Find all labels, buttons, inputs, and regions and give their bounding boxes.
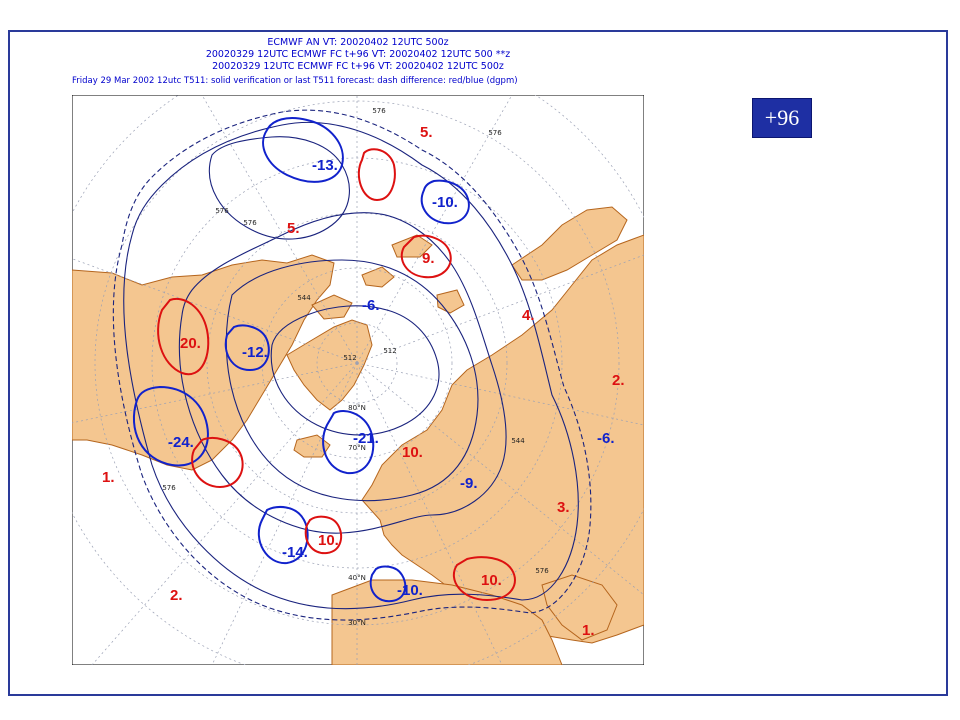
contour-mid <box>225 259 479 502</box>
difference-label: 3. <box>557 499 570 516</box>
isoline-label: 544 <box>297 294 311 302</box>
difference-label: 2. <box>612 372 625 389</box>
difference-label: 1. <box>582 622 595 639</box>
land-greenland <box>286 319 373 411</box>
latitude-labels: 30°N 40°N 70°N 80°N <box>348 404 366 627</box>
difference-label: -6. <box>597 430 615 447</box>
isoline-label: 576 <box>215 207 229 215</box>
difference-label: -9. <box>460 475 478 492</box>
header-line-4: Friday 29 Mar 2002 12utc T511: solid ver… <box>72 76 518 86</box>
negative-difference-contours <box>132 117 470 603</box>
height-contours <box>112 109 592 621</box>
header-line-3: 20020329 12UTC ECMWF FC t+96 VT: 2002040… <box>212 61 504 72</box>
difference-label: 10. <box>318 532 339 549</box>
polar-map: 120°W100°W80°W60°W120°E100°E80°E60°E40°W… <box>72 95 644 665</box>
isoline-label: 512 <box>383 347 396 355</box>
difference-label: 9. <box>422 250 435 267</box>
latitude-label: 30°N <box>348 619 366 627</box>
header-line-2: 20020329 12UTC ECMWF FC t+96 VT: 2002040… <box>205 49 511 60</box>
difference-label: 1. <box>102 469 115 486</box>
difference-label: 5. <box>420 124 433 141</box>
land-iceland <box>293 434 331 458</box>
isoline-label: 576 <box>243 219 257 227</box>
contour-576-dashed <box>112 109 592 621</box>
forecast-step-badge: +96 <box>752 98 812 138</box>
latitude-label: 80°N <box>348 404 366 412</box>
difference-label: 4. <box>522 307 535 324</box>
latitude-label: 40°N <box>348 574 366 582</box>
difference-label: -10. <box>397 582 423 599</box>
isoline-labels: 576 576 576 576 544 544 512 512 576 576 <box>162 107 549 575</box>
positive-difference-contours <box>157 148 516 602</box>
difference-label: -21. <box>353 430 379 447</box>
land-north-america <box>72 254 335 471</box>
difference-label: 20. <box>180 335 201 352</box>
isoline-label: 544 <box>511 437 525 445</box>
land-arctic-islands <box>311 234 465 320</box>
difference-label: 10. <box>402 444 423 461</box>
land-eurasia <box>361 234 644 644</box>
contour-576-solid <box>123 121 579 610</box>
isoline-label: 576 <box>535 567 549 575</box>
isoline-label: 512 <box>343 354 356 362</box>
isoline-label: 576 <box>488 129 502 137</box>
land-chukotka <box>511 206 628 281</box>
contour-512 <box>270 305 440 436</box>
slide-frame <box>8 30 948 696</box>
difference-label: -10. <box>432 194 458 211</box>
difference-label: 10. <box>481 572 502 589</box>
difference-label: -13. <box>312 157 338 174</box>
difference-label: 5. <box>287 220 300 237</box>
difference-label: -12. <box>242 344 268 361</box>
contour-pacific-lobe <box>208 136 350 240</box>
difference-label: -6. <box>362 297 380 314</box>
latitude-label: 70°N <box>348 444 366 452</box>
isoline-label: 576 <box>372 107 386 115</box>
difference-label: -14. <box>282 544 308 561</box>
land-arabia <box>541 574 618 641</box>
difference-label: 2. <box>170 587 183 604</box>
isoline-label: 576 <box>162 484 176 492</box>
header-line-1: ECMWF AN VT: 20020402 12UTC 500z <box>267 37 449 48</box>
difference-labels: 5.-13.-10.5.9.-6.4.20.-12.2.-24. -21.10.-… <box>102 124 625 639</box>
difference-label: -24. <box>168 434 194 451</box>
